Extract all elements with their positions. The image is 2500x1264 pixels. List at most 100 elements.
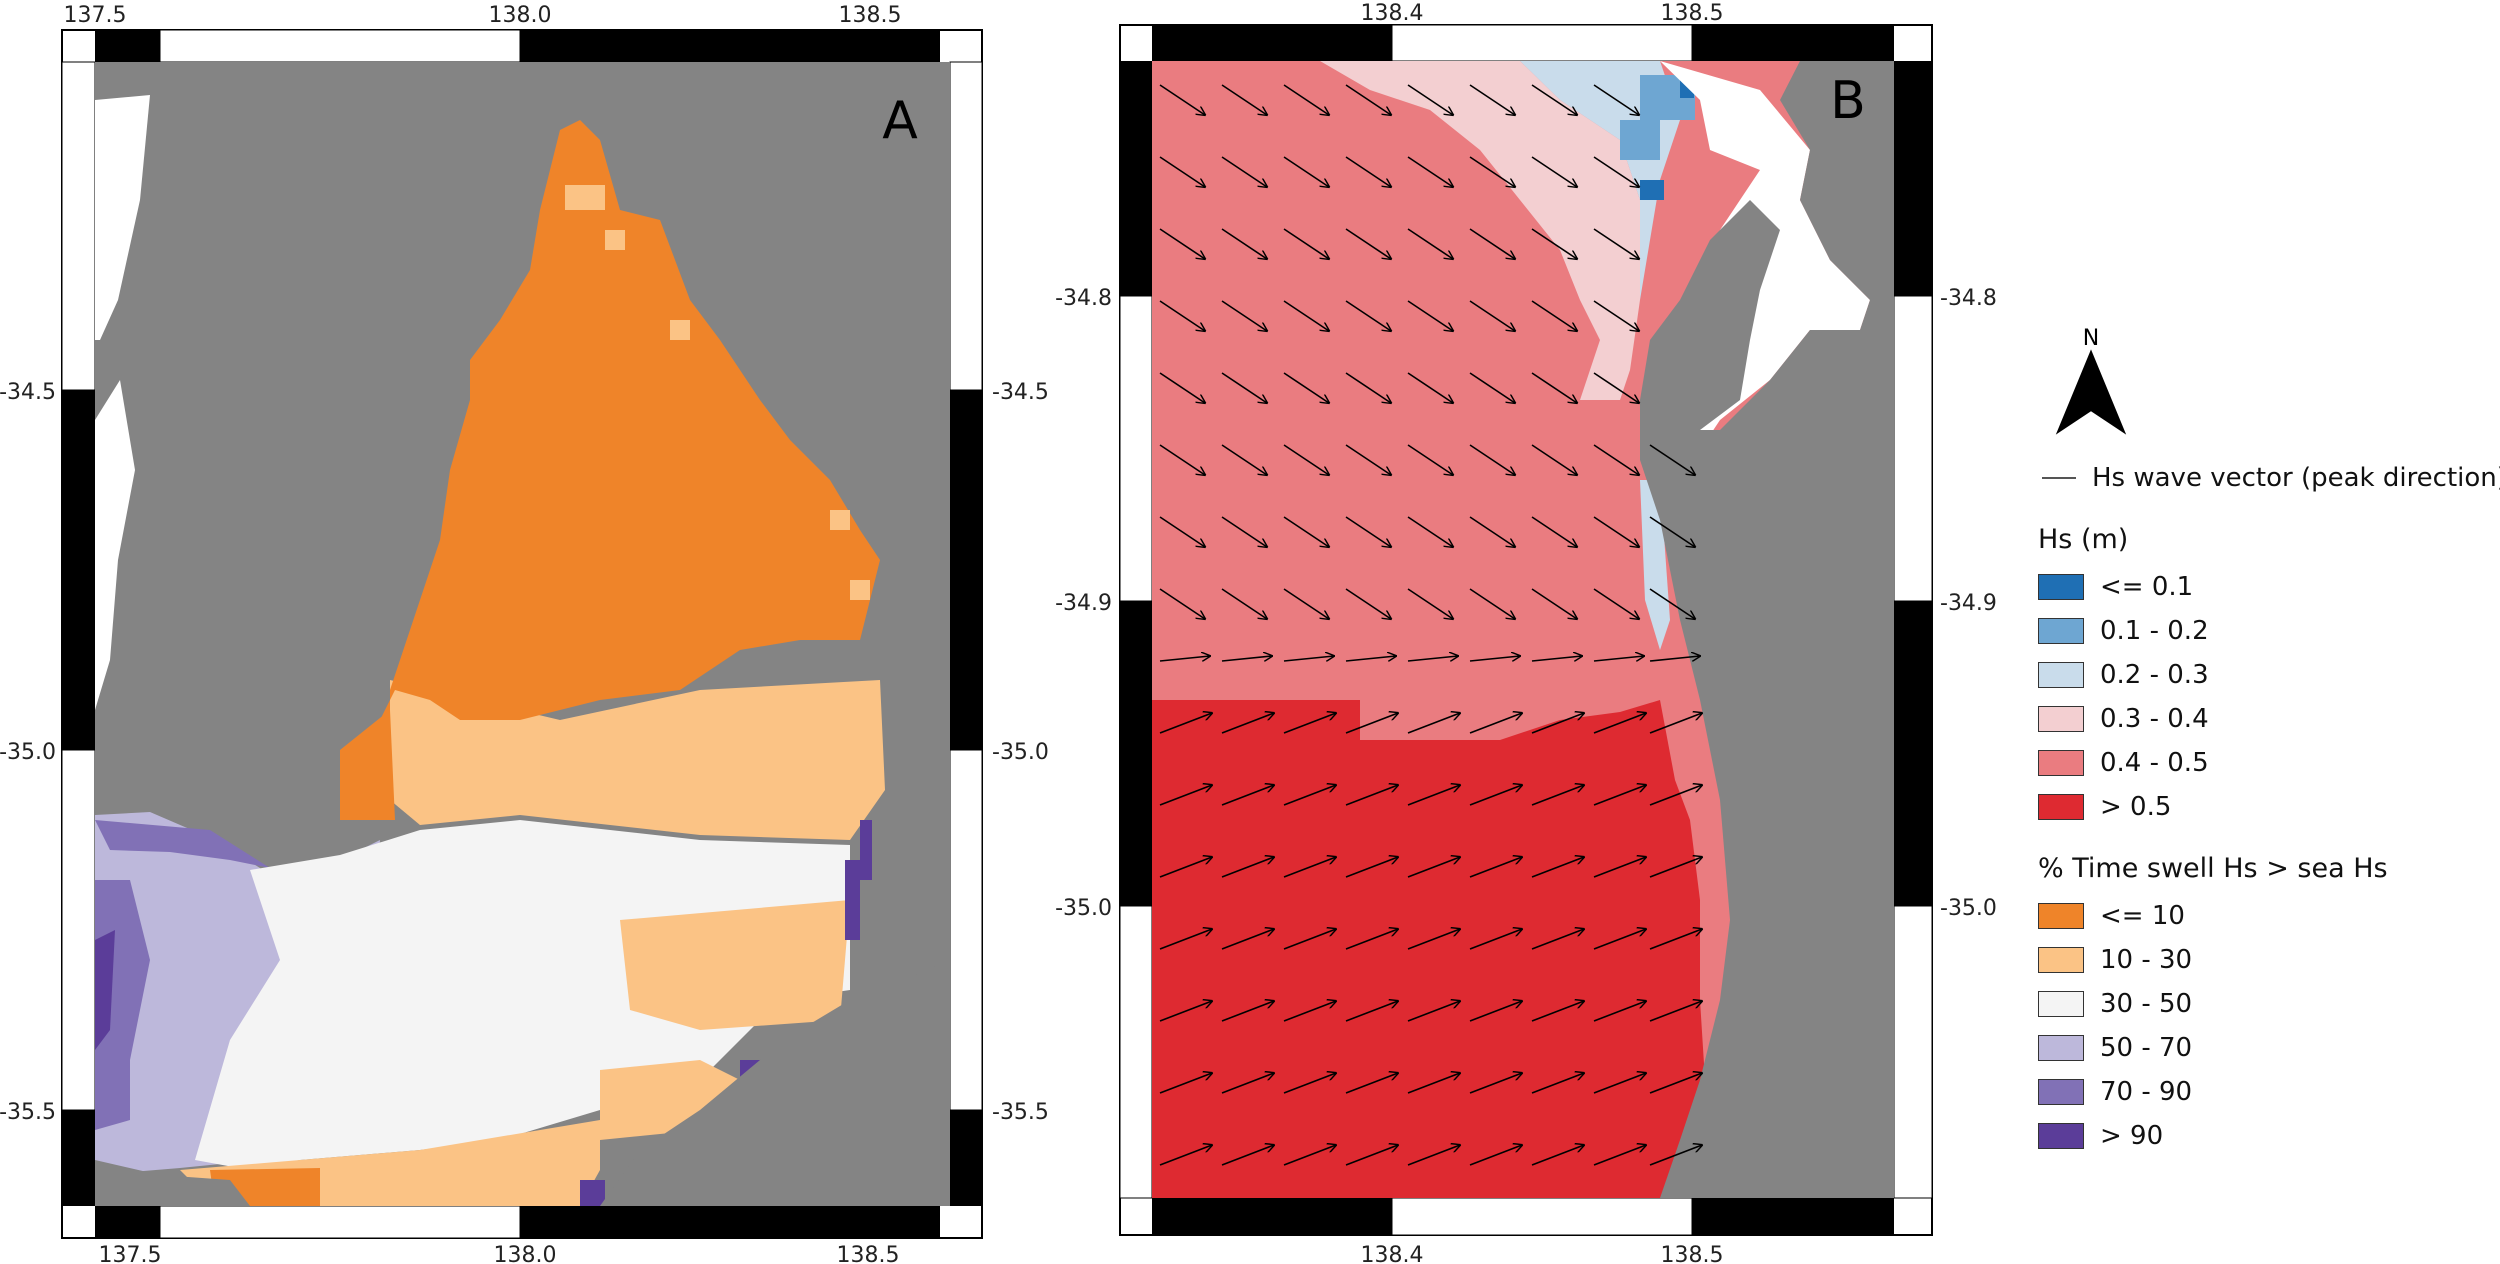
wave-vector-arrow bbox=[1649, 1073, 1702, 1094]
wave-vector-arrow bbox=[1345, 372, 1391, 403]
wave-vector-arrow bbox=[1593, 1073, 1646, 1094]
wave-vector-arrow bbox=[1345, 228, 1391, 259]
wave-vector-arrow bbox=[1407, 1145, 1460, 1166]
wave-vector-arrow bbox=[1407, 444, 1453, 475]
wave-vector-arrow bbox=[1407, 84, 1453, 115]
panel-a-y-tick-right: -34.5 bbox=[992, 380, 1049, 405]
wave-vector-arrow bbox=[1221, 588, 1267, 619]
hs-wave-vectors bbox=[1159, 84, 1702, 1166]
wave-vector-arrow bbox=[1159, 588, 1205, 619]
panel-b-y-tick-right: -34.9 bbox=[1940, 591, 1997, 616]
panel-a-x-tick-bottom: 138.5 bbox=[837, 1243, 900, 1264]
wave-vector-arrow bbox=[1469, 1145, 1522, 1166]
panel-a-map bbox=[95, 62, 950, 1206]
panel-a-y-tick-left: -34.5 bbox=[0, 380, 56, 405]
wave-vector-arrow bbox=[1283, 156, 1329, 187]
wave-vector-arrow bbox=[1649, 857, 1702, 878]
wave-vector-arrow bbox=[1649, 785, 1702, 806]
wave-vector-arrow bbox=[1221, 1145, 1274, 1166]
legend: Hs wave vector (peak direction) Hs (m) <… bbox=[2038, 318, 2500, 1158]
swell-legend-item: 30 - 50 bbox=[2038, 982, 2498, 1026]
wave-vector-arrow bbox=[1649, 713, 1702, 734]
wave-vector-arrow bbox=[1407, 713, 1460, 734]
wave-vector-arrow bbox=[1221, 228, 1267, 259]
panel-b: 138.4 138.5 138.4 138.5 -34.8 -34.9 -35.… bbox=[1055, 1, 1997, 1264]
legend-vector-entry: Hs wave vector (peak direction) bbox=[2038, 456, 2500, 500]
wave-vector-arrow bbox=[1283, 444, 1329, 475]
hs-legend-item: <= 0.1 bbox=[2038, 565, 2498, 609]
wave-vector-arrow bbox=[1283, 1145, 1336, 1166]
legend-swell-group: % Time swell Hs > sea Hs <= 10 10 - 30 30 … bbox=[2038, 853, 2498, 1158]
wave-vector-arrow bbox=[1159, 1073, 1212, 1094]
hs-legend-label: 0.4 - 0.5 bbox=[2100, 748, 2209, 778]
wave-vector-arrow bbox=[1469, 444, 1515, 475]
panel-b-label: B bbox=[1830, 71, 1866, 131]
wave-vector-arrow bbox=[1283, 84, 1329, 115]
swell-legend-item: 10 - 30 bbox=[2038, 938, 2498, 982]
hs-swatch bbox=[2038, 706, 2084, 732]
wave-vector-arrow bbox=[1593, 84, 1639, 115]
wave-vector-arrow bbox=[1345, 929, 1398, 950]
wave-vector-arrow bbox=[1593, 929, 1646, 950]
wave-vector-arrow bbox=[1469, 785, 1522, 806]
wave-vector-arrow bbox=[1283, 516, 1329, 547]
panel-a-x-tick-top: 137.5 bbox=[64, 3, 127, 28]
wave-vector-arrow bbox=[1407, 929, 1460, 950]
wave-vector-arrow bbox=[1221, 857, 1274, 878]
wave-vector-arrow bbox=[1159, 156, 1205, 187]
wave-vector-arrow bbox=[1469, 713, 1522, 734]
wave-vector-arrow bbox=[1159, 516, 1205, 547]
wave-vector-arrow bbox=[1469, 228, 1515, 259]
wave-vector-arrow bbox=[1469, 929, 1522, 950]
wave-vector-arrow bbox=[1469, 84, 1515, 115]
swell-legend-label: 70 - 90 bbox=[2100, 1077, 2193, 1107]
swell-swatch bbox=[2038, 1123, 2084, 1149]
wave-vector-arrow bbox=[1221, 656, 1272, 662]
wave-vector-arrow bbox=[1469, 372, 1515, 403]
wave-vector-arrow bbox=[1283, 857, 1336, 878]
legend-vector-label: Hs wave vector (peak direction) bbox=[2092, 463, 2500, 493]
wave-vector-arrow bbox=[1407, 656, 1458, 662]
wave-vector-arrow bbox=[1221, 156, 1267, 187]
hs-legend-item: 0.4 - 0.5 bbox=[2038, 741, 2498, 785]
hs-swatch bbox=[2038, 794, 2084, 820]
wave-vector-arrow bbox=[1531, 1001, 1584, 1022]
wave-vector-arrow bbox=[1649, 1145, 1702, 1166]
hs-legend-label: > 0.5 bbox=[2100, 792, 2172, 822]
wave-vector-arrow bbox=[1283, 588, 1329, 619]
wave-vector-arrow bbox=[1407, 785, 1460, 806]
swell-swatch bbox=[2038, 947, 2084, 973]
wave-vector-arrow bbox=[1345, 300, 1391, 331]
panel-b-x-tick-top: 138.5 bbox=[1661, 1, 1724, 26]
wave-vector-arrow bbox=[1159, 372, 1205, 403]
swell-legend-item: 70 - 90 bbox=[2038, 1070, 2498, 1114]
swell-legend-label: 30 - 50 bbox=[2100, 989, 2193, 1019]
wave-vector-arrow bbox=[1593, 228, 1639, 259]
vector-line-icon bbox=[2042, 477, 2076, 479]
wave-vector-arrow bbox=[1407, 1073, 1460, 1094]
wave-vector-arrow bbox=[1159, 228, 1205, 259]
wave-vector-arrow bbox=[1283, 656, 1334, 662]
wave-vector-arrow bbox=[1283, 929, 1336, 950]
wave-vector-arrow bbox=[1221, 1001, 1274, 1022]
north-arrow-icon: N bbox=[2055, 326, 2127, 435]
hs-swatch bbox=[2038, 662, 2084, 688]
land-area bbox=[1640, 61, 1894, 1198]
wave-vector-arrow bbox=[1221, 1073, 1274, 1094]
wave-vector-arrow bbox=[1345, 1001, 1398, 1022]
wave-vector-arrow bbox=[1531, 857, 1584, 878]
swell-swatch bbox=[2038, 903, 2084, 929]
hs-swatch bbox=[2038, 750, 2084, 776]
wave-vector-arrow bbox=[1531, 156, 1577, 187]
wave-vector-arrow bbox=[1469, 516, 1515, 547]
panel-b-y-tick-left: -34.8 bbox=[1055, 286, 1112, 311]
wave-vector-arrow bbox=[1345, 785, 1398, 806]
panel-a-label: A bbox=[882, 91, 918, 151]
wave-vector-arrow bbox=[1345, 444, 1391, 475]
wave-vector-arrow bbox=[1283, 785, 1336, 806]
wave-vector-arrow bbox=[1159, 84, 1205, 115]
wave-vector-arrow bbox=[1593, 300, 1639, 331]
wave-vector-arrow bbox=[1221, 516, 1267, 547]
panel-b-x-tick-bottom: 138.4 bbox=[1361, 1243, 1424, 1264]
wave-vector-arrow bbox=[1469, 300, 1515, 331]
